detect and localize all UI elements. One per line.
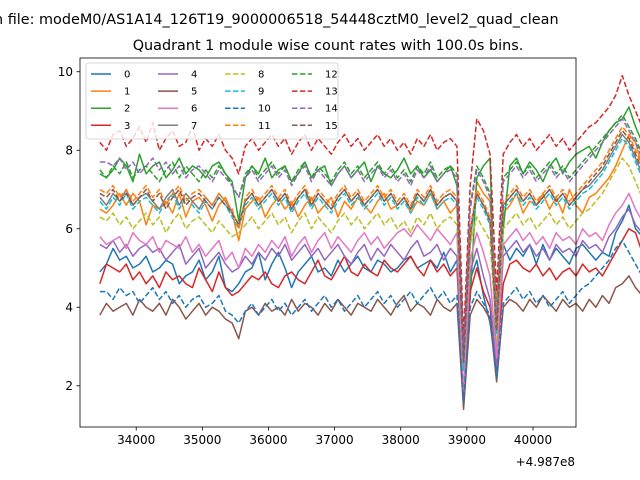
legend-label-5: 5 xyxy=(191,87,197,98)
figure-suptitle: n file: modeM0/AS1A14_126T19_9000006518_… xyxy=(0,12,559,28)
legend-box xyxy=(85,62,339,140)
axes-layer: 34000 35000 36000 37000 38000 39000 40000 2 4 6 8 1… xyxy=(58,57,577,447)
x-tick-label: 37000 xyxy=(316,433,354,447)
legend-label-15: 15 xyxy=(325,121,338,132)
legend-label-6: 6 xyxy=(191,104,197,115)
series-line-4 xyxy=(99,208,640,399)
legend-label-13: 13 xyxy=(325,87,338,98)
series-line-11 xyxy=(99,125,640,360)
series-line-9 xyxy=(99,137,640,371)
legend-label-12: 12 xyxy=(325,70,338,81)
y-tick-label: 6 xyxy=(65,222,73,236)
x-tick-label: 35000 xyxy=(183,433,221,447)
series-line-14 xyxy=(99,118,640,356)
x-tick-label: 38000 xyxy=(382,433,420,447)
chart-title: Quadrant 1 module wise count rates with … xyxy=(133,38,524,54)
series-line-10 xyxy=(99,239,640,403)
legend-label-0: 0 xyxy=(124,70,130,81)
legend-label-8: 8 xyxy=(258,70,264,81)
x-tick-label: 39000 xyxy=(448,433,486,447)
series-line-8 xyxy=(99,157,640,367)
x-tick-label: 34000 xyxy=(117,433,155,447)
series-line-12 xyxy=(99,114,640,352)
legend-label-1: 1 xyxy=(124,87,130,98)
y-tick-label: 8 xyxy=(65,144,73,158)
legend-label-3: 3 xyxy=(124,121,130,132)
series-line-6 xyxy=(99,192,640,395)
legend-label-9: 9 xyxy=(258,87,264,98)
series-line-5 xyxy=(99,275,640,411)
legend-label-11: 11 xyxy=(258,121,271,132)
plot-frame xyxy=(79,57,577,428)
series-line-0 xyxy=(99,204,640,407)
series-line-15 xyxy=(99,129,640,363)
legend-label-14: 14 xyxy=(325,104,338,115)
legend-label-10: 10 xyxy=(258,104,271,115)
series-line-2 xyxy=(99,106,640,367)
x-offset-label: +4.987e8 xyxy=(516,455,575,469)
series-layer xyxy=(99,74,640,411)
legend-label-2: 2 xyxy=(124,104,130,115)
y-tick-label: 10 xyxy=(58,65,73,79)
x-tick-label: 40000 xyxy=(514,433,552,447)
y-tick-label: 2 xyxy=(65,379,73,393)
legend-label-7: 7 xyxy=(191,121,197,132)
y-tick-label: 4 xyxy=(65,301,73,315)
series-line-3 xyxy=(99,228,640,395)
x-tick-label: 36000 xyxy=(249,433,287,447)
legend-label-4: 4 xyxy=(191,70,197,81)
